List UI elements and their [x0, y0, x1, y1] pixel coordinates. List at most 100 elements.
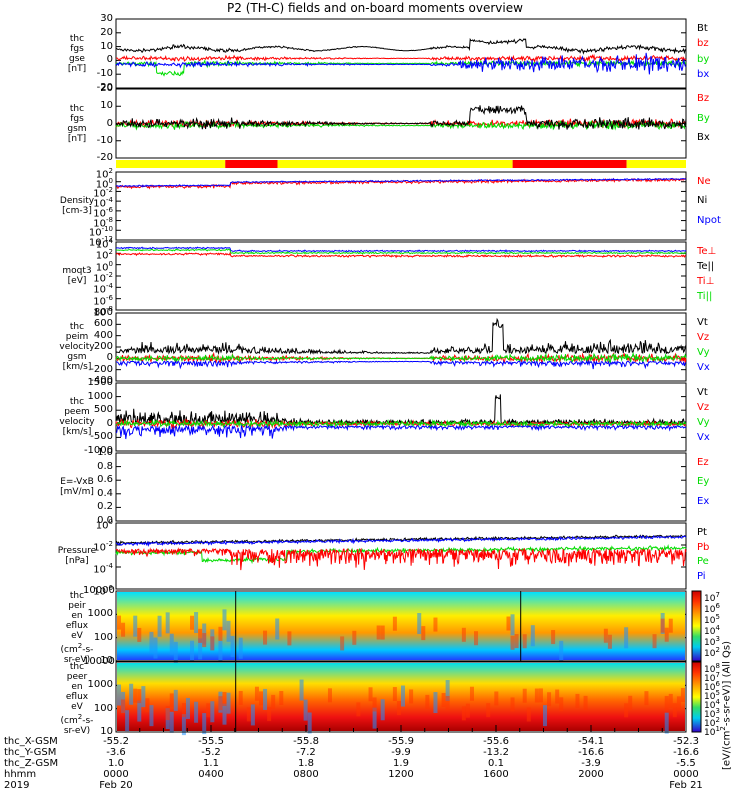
colorbar-lower-tick: 107: [704, 671, 720, 684]
ephem-y_gsm-value: -5.2: [201, 747, 221, 758]
temperature-tick-label: 10-6: [93, 293, 113, 307]
peer_spec-cell: [676, 696, 681, 711]
peer_spec-cell: [279, 690, 284, 705]
ephem-z_gsm-value: 1.0: [108, 758, 124, 769]
peer_spec-cell: [680, 687, 685, 702]
peer_spec-cell: [218, 696, 223, 711]
peir_spec-cell: [624, 627, 629, 649]
peer_spec-cell: [526, 707, 531, 722]
temperature-tick-label: 102: [95, 248, 113, 262]
peir_spec-cell: [169, 633, 174, 655]
peir_spec-cell: [559, 640, 564, 662]
legend-fgs_gse-3: bx: [697, 69, 710, 80]
ephem-z_gsm-value: 1.1: [203, 758, 219, 769]
peir_spec-cell: [218, 626, 223, 641]
fgs_gsm-tick-label: 20: [100, 83, 113, 94]
peir_spec-cell: [433, 617, 438, 632]
peer_spec-cell: [486, 703, 491, 718]
legend-fgs_gse-1: bz: [697, 38, 709, 50]
peir_spec-cell: [421, 626, 426, 641]
colorbar-lower-tick: 101: [704, 725, 720, 738]
peir_spec-cell: [218, 640, 223, 662]
peer_spec-cell: [396, 701, 401, 716]
trace-Te-perp: [115, 251, 687, 259]
peir_spec-cell: [153, 637, 158, 659]
ephem-y_gsm-value: -16.6: [673, 747, 699, 758]
mode-bar-segment-2: [277, 160, 513, 168]
peer_spec-cell: [628, 695, 633, 710]
peer_spec-cell: [117, 684, 121, 706]
peer_spec-cell: [469, 686, 474, 701]
mode-bar-segment-1: [225, 160, 278, 168]
peer_spec-cell: [559, 697, 564, 712]
trace-Pi: [115, 534, 687, 547]
peer_spec-cell: [461, 706, 466, 721]
efield-tick-label: 0.8: [97, 460, 113, 472]
peer_spec-cell: [137, 700, 142, 722]
ephem-y_gsm-value: -16.6: [578, 747, 604, 758]
ylabel-line: peer: [66, 672, 88, 682]
peir_spec-cell: [607, 634, 612, 649]
fgs_gse-tick-label: 30: [100, 13, 113, 24]
ylabel-line: velocity: [59, 417, 95, 427]
ylabel-line: thc: [69, 662, 85, 672]
temperature-ylabel: moqt3 [eV]: [44, 266, 110, 286]
peer_spec-cell: [522, 688, 527, 703]
ephem-z_gsm-value: 0.1: [488, 758, 504, 769]
ylabel-line: en: [71, 682, 83, 692]
peim_velocity-tick-label: 400: [93, 329, 113, 341]
peer_spec-cell: [494, 691, 499, 706]
peir_spec-cell: [133, 615, 138, 637]
peer_spec-cell: [538, 688, 543, 703]
peir_spec-cell: [664, 627, 669, 642]
peer_spec-cell: [372, 707, 377, 729]
peer_spec-cell: [372, 697, 377, 712]
peer_spec-cell: [181, 703, 186, 718]
peer_spec-cell: [445, 695, 450, 710]
trace-Vx: [116, 359, 687, 370]
ylabel-line: velocity: [59, 342, 95, 352]
trace-Pb: [115, 547, 687, 571]
ylabel-line: E=-VxB: [60, 477, 94, 487]
fgs_gsm-tick-label: 0: [106, 117, 113, 129]
ephem-x_gsm-value: -52.3: [673, 736, 699, 747]
plot-title: P2 (TH-C) fields and on-board moments ov…: [227, 1, 523, 15]
peir_spec-cell: [137, 627, 142, 642]
peir_spec-cell: [198, 638, 203, 660]
colorbar-lower-tick: 104: [704, 698, 720, 711]
ephem-hhmm-value: 1600: [483, 769, 509, 780]
fgs_gse-tick-label: -20: [96, 82, 113, 93]
peer_spec-cell: [259, 691, 263, 706]
peer_spec-tick-label: 10: [100, 726, 113, 737]
ephem-row-label: thc_Y-GSM: [4, 747, 57, 758]
peir_spec-cell: [190, 615, 195, 630]
peer_spec-cell: [254, 686, 259, 701]
legend-efield-2: Ex: [697, 495, 710, 507]
peer_spec-cell: [210, 701, 215, 723]
temperature-tick-label: 104: [95, 237, 113, 251]
peer_spec-cell: [149, 705, 154, 727]
peer_spec-cell: [624, 703, 629, 718]
peer_spec-cell: [307, 712, 312, 734]
ephem-row-label: thc_X-GSM: [4, 736, 58, 747]
peir_spec-cell: [121, 622, 126, 637]
colorbar-upper-tick: 105: [704, 613, 720, 626]
legend-temperature-3: Ti||: [697, 291, 713, 303]
legend-peem_velocity-3: Vx: [697, 432, 710, 444]
peem_velocity-frame: [115, 382, 687, 452]
peer_spec-cell: [125, 710, 130, 732]
colorbar-lower-tick: 108: [704, 662, 720, 675]
peer_spec-cell: [356, 702, 361, 717]
peem_velocity-tick-label: 1000: [87, 390, 113, 402]
legend-density-1: Ni: [697, 195, 708, 207]
peir_spec-cell: [173, 641, 178, 663]
legend-peim_velocity-0: Vt: [697, 317, 708, 328]
trace-Ti-perp: [115, 248, 686, 255]
peir_spec-cell: [506, 616, 511, 631]
peer_spec-cell: [664, 712, 669, 734]
fgs_gsm-ylabel: thc fgs gsm [nT]: [44, 104, 110, 144]
pressure-tick-label: 10-4: [93, 562, 113, 576]
peim_velocity-ylabel: thc peim velocity gsm [km/s]: [44, 322, 110, 372]
legend-fgs_gsm-2: Bx: [697, 132, 710, 144]
peer_spec-tick-label: 100: [93, 702, 113, 714]
